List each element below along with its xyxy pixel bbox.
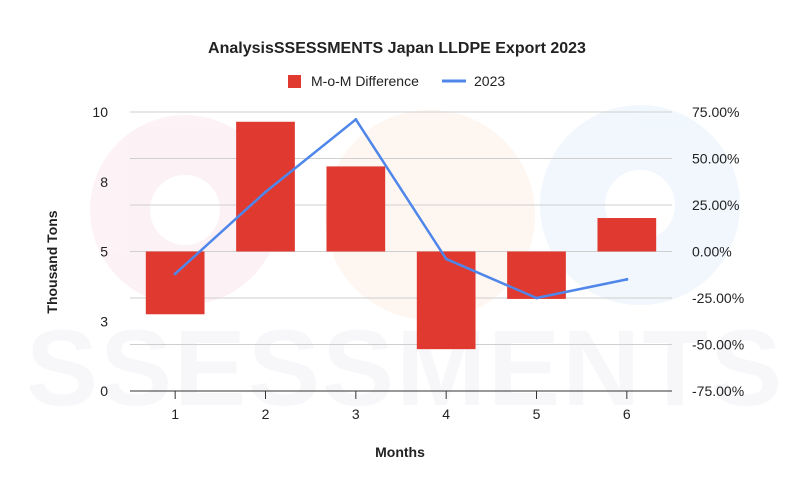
legend: M-o-M Difference 2023 bbox=[288, 73, 505, 89]
line-point-month-3 bbox=[354, 117, 358, 121]
watermark-logo: SSESSMENTS bbox=[26, 105, 784, 428]
y-tick-label: 5 bbox=[100, 244, 108, 260]
gridlines bbox=[130, 111, 672, 392]
line-series bbox=[173, 117, 629, 300]
bar-month-5 bbox=[507, 251, 566, 299]
y2-tick-label: -25.00% bbox=[692, 290, 744, 306]
x-tick-label: 5 bbox=[533, 406, 541, 422]
y2-tick-label: 0.00% bbox=[692, 244, 732, 260]
y-tick-label: 3 bbox=[100, 313, 108, 329]
y-tick-label: 10 bbox=[92, 104, 108, 120]
line-point-month-1 bbox=[173, 272, 177, 276]
line-point-month-2 bbox=[264, 190, 267, 194]
y2-tick-label: 25.00% bbox=[692, 197, 739, 213]
bar-month-1 bbox=[145, 251, 205, 315]
bar-month-2 bbox=[236, 121, 295, 252]
axes: 0 3 5 8 10 -75.00% -50.00% -25.00% 0.00% 25.00% 50… bbox=[92, 104, 744, 422]
y2-tick-label: 50.00% bbox=[692, 151, 739, 167]
watermark-circle-middle bbox=[325, 110, 535, 320]
legend-label-line: 2023 bbox=[474, 73, 505, 89]
line-point-month-4 bbox=[444, 257, 448, 261]
line-point-month-6 bbox=[625, 277, 629, 281]
y-axis-title: Thousand Tons bbox=[44, 210, 60, 313]
x-tick-label: 4 bbox=[442, 406, 450, 422]
bars bbox=[145, 121, 657, 350]
x-tick-label: 1 bbox=[171, 406, 179, 422]
bar-month-6 bbox=[597, 218, 657, 252]
line-point-month-5 bbox=[535, 296, 538, 300]
bar-month-3 bbox=[326, 166, 386, 252]
line-2023 bbox=[174, 118, 628, 300]
x-axis-title: Months bbox=[375, 444, 425, 460]
y2-tick-label: -50.00% bbox=[692, 337, 744, 353]
x-tick-label: 3 bbox=[352, 406, 360, 422]
y2-tick-label: -75.00% bbox=[692, 383, 744, 399]
x-tick-label: 6 bbox=[623, 406, 631, 422]
y-tick-label: 0 bbox=[100, 383, 108, 399]
y2-tick-label: 75.00% bbox=[692, 104, 739, 120]
x-tick-label: 2 bbox=[262, 406, 270, 422]
y-tick-label: 8 bbox=[100, 174, 108, 190]
watermark-text: SSESSMENTS bbox=[26, 307, 784, 428]
legend-label-bar: M-o-M Difference bbox=[311, 73, 419, 89]
legend-swatch-bar bbox=[288, 75, 301, 88]
chart-title: AnalysisSSESSMENTS Japan LLDPE Export 20… bbox=[208, 40, 586, 57]
watermark-hole-left bbox=[150, 175, 220, 245]
bar-month-4 bbox=[416, 251, 476, 350]
